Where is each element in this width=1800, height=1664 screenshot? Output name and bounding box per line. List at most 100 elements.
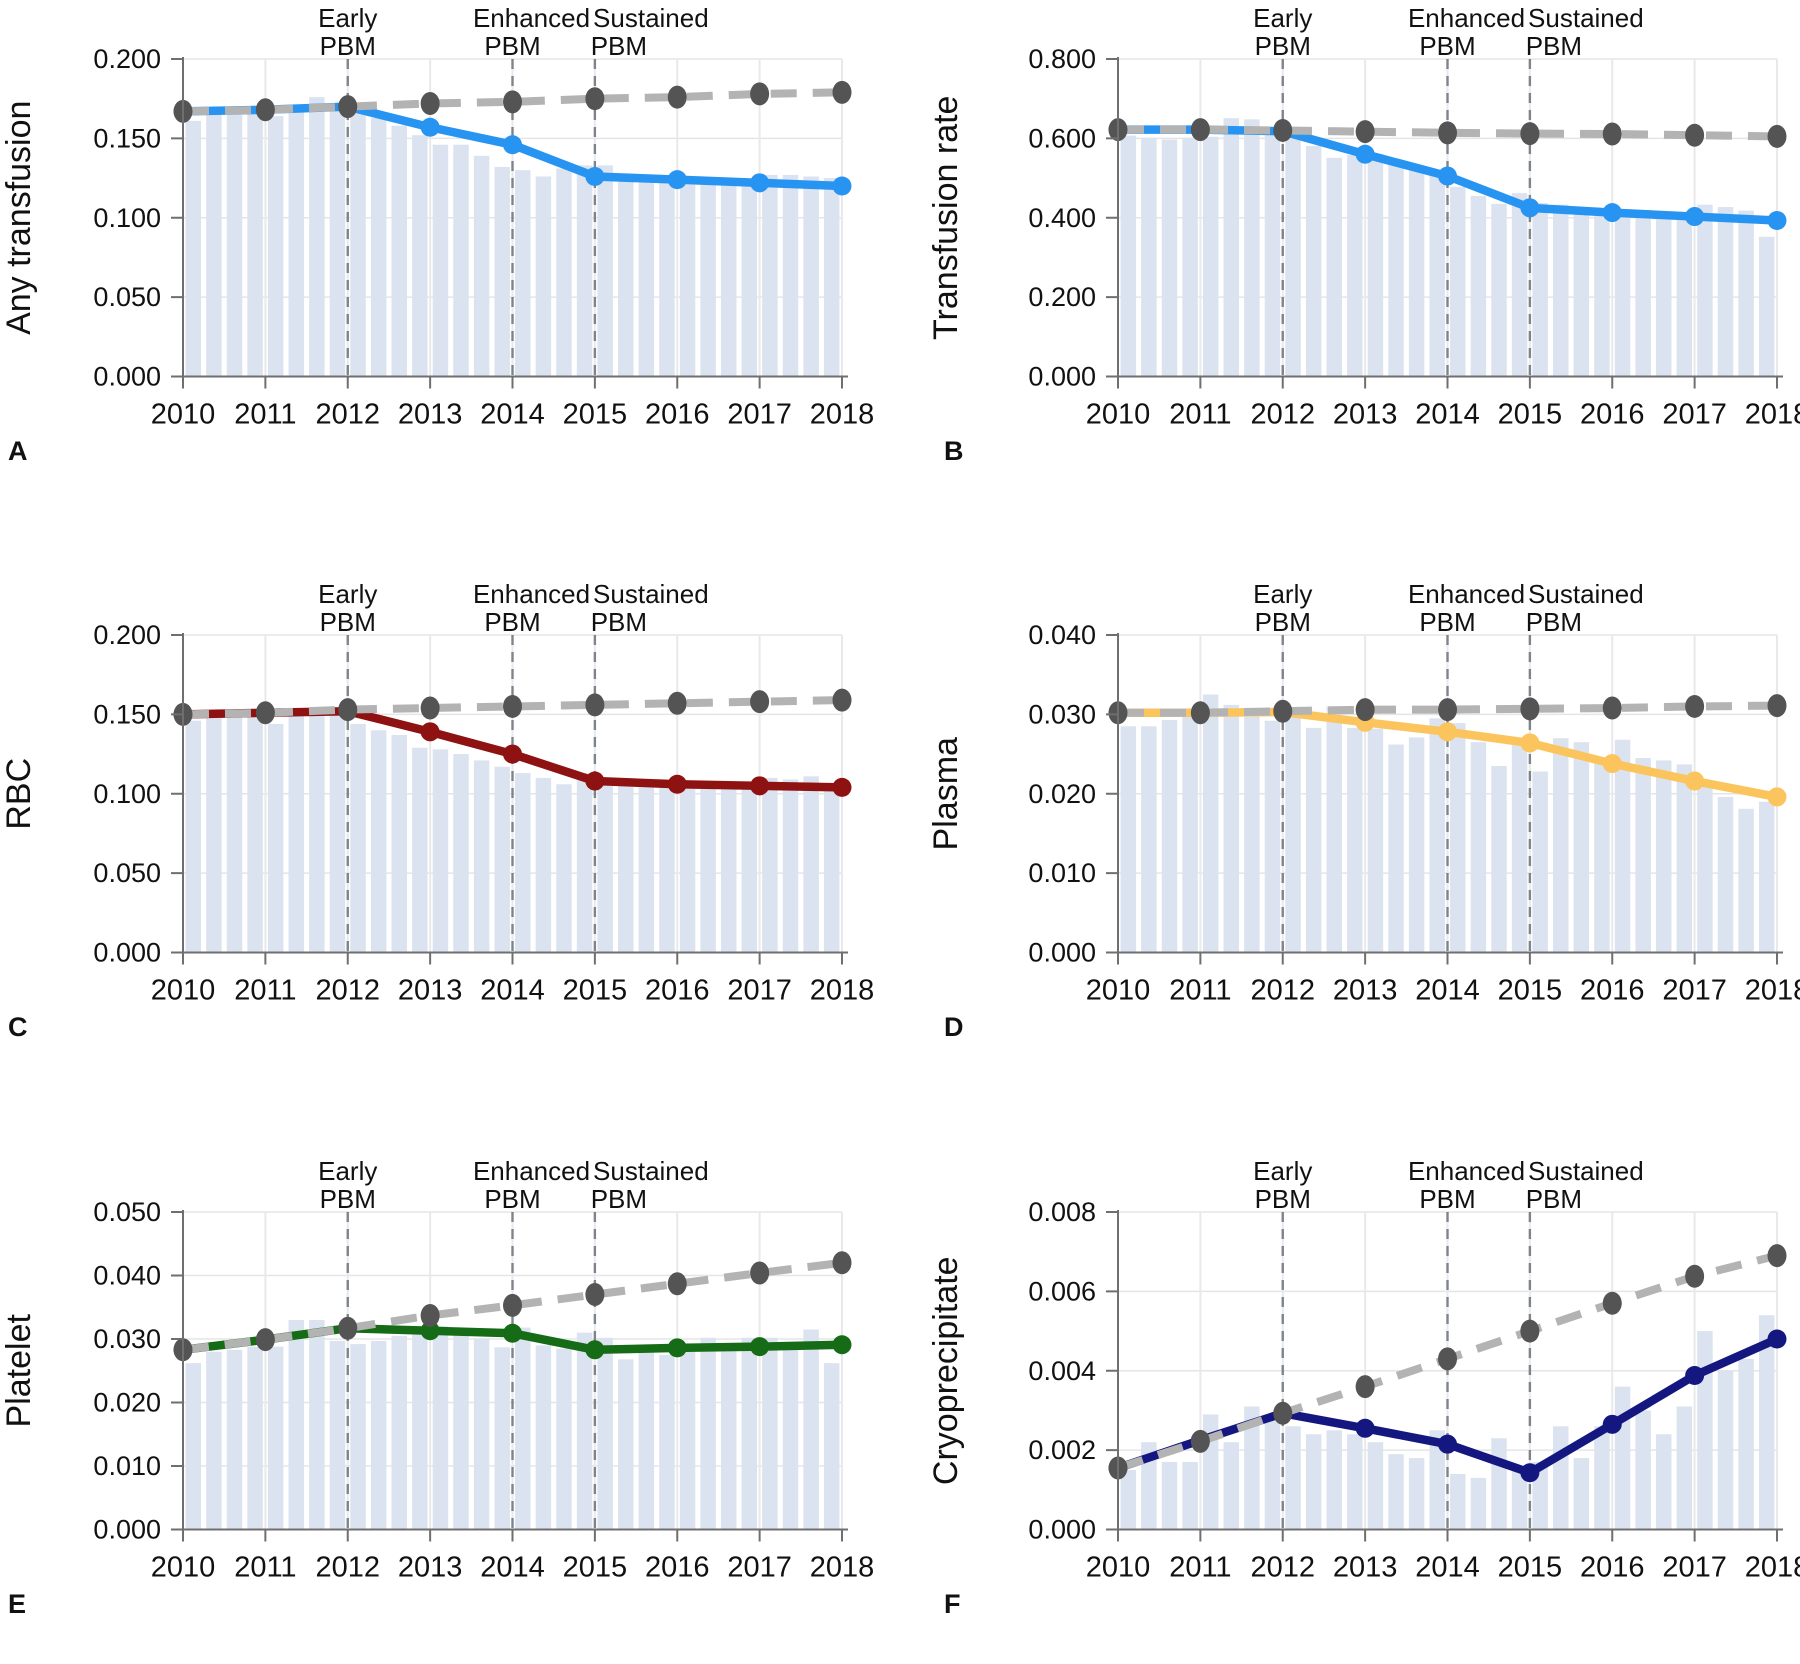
- projected-dot: [503, 90, 522, 114]
- quarterly-rate-bar: [1491, 203, 1507, 377]
- quarterly-rate-bar: [515, 773, 531, 953]
- quarterly-rate-bar: [391, 125, 407, 377]
- quarterly-rate-bar: [762, 174, 778, 377]
- x-tick-label: 2011: [1169, 399, 1231, 431]
- x-tick-label: 2017: [727, 399, 792, 431]
- projected-dot: [338, 698, 358, 722]
- quarterly-rate-bar: [432, 1326, 449, 1530]
- x-tick-label: 2016: [1580, 1552, 1645, 1584]
- y-tick-label: 0.040: [1028, 620, 1096, 650]
- quarterly-rate-bar: [1388, 164, 1404, 377]
- intervention-label-line2: PBM: [320, 31, 376, 61]
- quarterly-rate-bar: [1491, 765, 1507, 953]
- quarterly-rate-bar: [1470, 742, 1487, 953]
- y-tick-label: 0.200: [1028, 282, 1096, 312]
- quarterly-rate-bar: [1367, 1442, 1384, 1530]
- intervention-label-line2: PBM: [1419, 607, 1475, 637]
- quarterly-rate-bar: [782, 1347, 799, 1530]
- quarterly-rate-bar: [1594, 211, 1610, 377]
- quarterly-rate-bar: [556, 1348, 572, 1530]
- quarterly-rate-bar: [1594, 1426, 1610, 1530]
- quarterly-rate-bar: [1429, 1430, 1445, 1530]
- x-tick-label: 2018: [1745, 399, 1800, 431]
- quarterly-rate-bar: [1141, 1442, 1157, 1530]
- observed-dot: [1602, 754, 1622, 774]
- quarterly-rate-bar: [720, 1347, 737, 1530]
- observed-dot: [1438, 1434, 1457, 1454]
- quarterly-rate-bar: [1429, 172, 1445, 377]
- projected-dot: [1273, 699, 1293, 723]
- panel-letter: C: [8, 1012, 28, 1042]
- y-tick-label: 0.050: [93, 1197, 161, 1227]
- quarterly-rate-bar: [1697, 204, 1713, 377]
- y-tick-label: 0.200: [93, 620, 161, 650]
- quarterly-rate-bar: [1244, 716, 1260, 953]
- projected-dot: [420, 696, 440, 720]
- quarterly-rate-bar: [638, 1346, 655, 1530]
- quarterly-rate-bar: [1511, 738, 1528, 953]
- observed-dot: [1602, 203, 1622, 223]
- quarterly-rate-bar: [741, 1337, 758, 1530]
- quarterly-rate-bar: [1697, 785, 1713, 953]
- quarterly-rate-bar: [1450, 1473, 1466, 1530]
- quarterly-rate-bar: [1655, 1434, 1672, 1530]
- intervention-label-line2: PBM: [1526, 31, 1582, 61]
- quarterly-rate-bar: [1285, 1426, 1301, 1530]
- x-tick-label: 2016: [645, 399, 710, 431]
- quarterly-rate-bar: [1182, 710, 1198, 953]
- quarterly-rate-bar: [1573, 207, 1590, 377]
- quarterly-rate-bar: [370, 730, 387, 953]
- intervention-label-line1: Enhanced: [473, 579, 590, 609]
- y-tick-label: 0.020: [93, 1388, 161, 1418]
- quarterly-rate-bar: [1717, 207, 1734, 377]
- y-axis-title: Plasma: [927, 737, 965, 850]
- quarterly-rate-bar: [823, 1363, 840, 1530]
- projected-dot: [1520, 697, 1540, 721]
- x-tick-label: 2014: [1415, 975, 1480, 1007]
- x-tick-label: 2012: [315, 399, 380, 431]
- quarterly-rate-bar: [1450, 723, 1466, 953]
- projected-dot: [750, 1261, 770, 1285]
- intervention-label-line2: PBM: [1255, 1184, 1311, 1214]
- intervention-label-line2: PBM: [320, 607, 376, 637]
- quarterly-rate-bar: [1182, 137, 1198, 377]
- quarterly-rate-bar: [185, 120, 202, 377]
- intervention-label-line2: PBM: [591, 607, 647, 637]
- x-tick-label: 2011: [1169, 975, 1231, 1007]
- quarterly-rate-bar: [597, 781, 613, 953]
- y-tick-label: 0.030: [1028, 699, 1096, 729]
- quarterly-rate-bar: [1161, 1462, 1178, 1530]
- y-tick-label: 0.002: [1028, 1435, 1096, 1465]
- quarterly-rate-bar: [1738, 808, 1754, 953]
- quarterly-rate-bar: [247, 111, 263, 377]
- x-tick-label: 2015: [1498, 399, 1563, 431]
- quarterly-rate-bar: [432, 144, 449, 377]
- quarterly-rate-bar: [1553, 1426, 1569, 1530]
- quarterly-rate-bar: [597, 165, 613, 377]
- observed-dot: [1520, 733, 1540, 753]
- projected-dot: [1190, 118, 1210, 142]
- y-axis-title: RBC: [0, 758, 38, 830]
- y-tick-label: 0.800: [1028, 44, 1096, 74]
- quarterly-rate-bar: [1655, 760, 1672, 953]
- quarterly-rate-bar: [473, 155, 490, 377]
- intervention-label-line2: PBM: [484, 607, 540, 637]
- y-tick-label: 0.010: [1028, 858, 1096, 888]
- quarterly-rate-bar: [226, 111, 243, 377]
- quarterly-rate-bar: [391, 1335, 407, 1530]
- intervention-label-line1: Enhanced: [1408, 579, 1525, 609]
- quarterly-rate-bar: [700, 787, 716, 953]
- quarterly-rate-bar: [494, 166, 510, 377]
- quarterly-rate-bar: [803, 1329, 819, 1530]
- quarterly-rate-bar: [206, 715, 222, 953]
- observed-dot: [420, 722, 440, 742]
- y-tick-label: 0.008: [1028, 1197, 1096, 1227]
- quarterly-rate-bar: [576, 165, 593, 377]
- quarterly-rate-bar: [1738, 210, 1754, 377]
- projected-dot: [1438, 1347, 1457, 1371]
- quarterly-rate-bar: [1120, 1469, 1137, 1530]
- quarterly-rate-bar: [1511, 193, 1528, 377]
- intervention-label-line1: Early: [1253, 3, 1312, 33]
- projected-dot: [1355, 698, 1375, 722]
